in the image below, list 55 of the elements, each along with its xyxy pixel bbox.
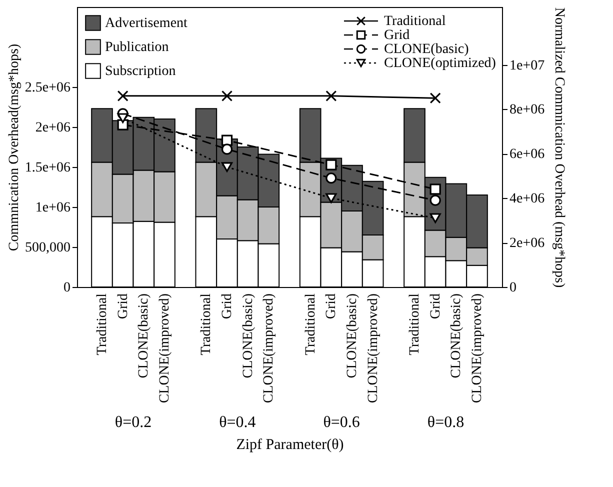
- y-tick-label: 1.5e+06: [24, 160, 70, 176]
- x-tick-label: CLONE(improved): [366, 293, 381, 404]
- x-tick-label: Traditional: [95, 293, 110, 356]
- text: θ=0.4: [219, 414, 256, 431]
- x-tick-label: CLONE(basic): [345, 293, 360, 378]
- legend-label: CLONE(basic): [384, 42, 470, 57]
- y2-tick-label: 2e+06: [510, 236, 545, 252]
- y-tick-label: 500,000: [25, 240, 70, 256]
- point: [117, 113, 128, 124]
- point: [430, 92, 441, 104]
- x-tick-label: Traditional: [199, 293, 214, 356]
- y2-tick-label: 0: [510, 280, 516, 296]
- legend-label: CLONE(optimized): [384, 56, 496, 71]
- point: [326, 193, 337, 204]
- point: [430, 184, 441, 195]
- point: [221, 162, 233, 172]
- legend-label: Traditional: [384, 14, 446, 29]
- y2-axis-title: Normalized Commnication Overhead (msg*hops): [552, 7, 567, 288]
- legend-label: Advertisement: [105, 16, 188, 31]
- point: [326, 90, 337, 102]
- legend-label: Grid: [384, 28, 410, 43]
- point: [117, 90, 128, 102]
- x-tick-label: CLONE(improved): [470, 293, 485, 404]
- x-tick-label: Grid: [220, 294, 235, 320]
- x-tick-label: Grid: [116, 294, 131, 320]
- text: θ=0.2: [114, 414, 152, 431]
- x-tick-label: Traditional: [303, 293, 318, 356]
- point: [430, 213, 441, 224]
- point: [326, 159, 337, 170]
- y2-tick-label: 8e+06: [510, 102, 545, 118]
- y2-tick-label: 4e+06: [510, 192, 545, 207]
- x-tick-label: Grid: [428, 294, 444, 320]
- point: [117, 119, 128, 130]
- y-tick-label: 0: [64, 280, 70, 296]
- x-tick-label: CLONE(improved): [158, 293, 172, 404]
- x-tick-label: CLONE(improved): [262, 293, 277, 404]
- y-tick-label: 2e+06: [35, 120, 70, 136]
- legend-label: Publication: [105, 40, 169, 55]
- point: [221, 90, 233, 102]
- legend-label: Subscription: [105, 64, 176, 79]
- x-tick-label: Traditional: [408, 293, 422, 356]
- y2-tick-label: 1e+07: [510, 58, 545, 74]
- text: θ=0.8: [427, 414, 464, 431]
- y-axis-title: Commnication Overhead(msg*hops): [6, 44, 22, 252]
- point: [221, 144, 233, 155]
- text: θ=0.6: [323, 414, 360, 431]
- x-tick-label: Grid: [324, 294, 340, 320]
- y-tick-label: 1e+06: [35, 200, 70, 216]
- x-axis-title: Zipf Parameter(θ): [236, 437, 344, 454]
- x-tick-label: CLONE(basic): [240, 293, 256, 378]
- x-tick-label: CLONE(basic): [136, 293, 152, 378]
- x-tick-label: CLONE(basic): [449, 293, 464, 378]
- point: [430, 194, 441, 206]
- y2-tick-label: 6e+06: [510, 147, 545, 162]
- y-tick-label: 2.5e+06: [24, 80, 70, 96]
